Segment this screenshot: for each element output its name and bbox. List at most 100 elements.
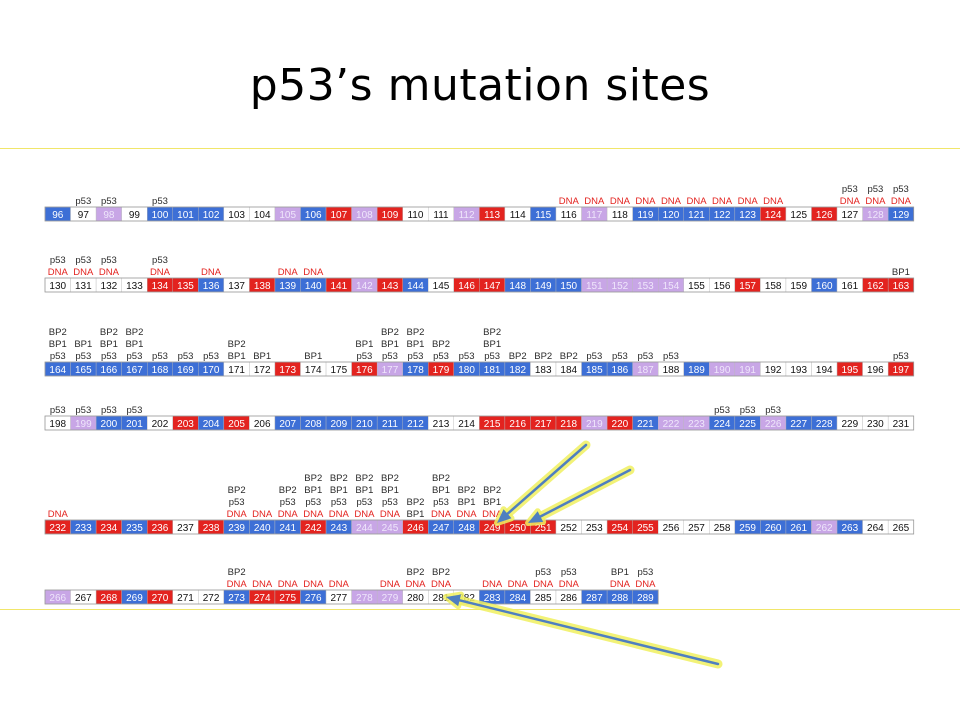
residue-number: 156 <box>714 281 731 292</box>
residue-number: 276 <box>305 593 322 604</box>
site-label: p53 <box>152 351 168 362</box>
residue-number: 262 <box>816 523 833 534</box>
site-label: DNA <box>738 196 759 207</box>
site-label: DNA <box>482 579 503 590</box>
residue-number: 135 <box>177 281 194 292</box>
residue-number: 225 <box>739 419 756 430</box>
site-label: BP2 <box>483 327 501 338</box>
residue-number: 263 <box>841 523 858 534</box>
residue-number: 125 <box>790 210 807 221</box>
site-label: DNA <box>227 579 248 590</box>
site-label: BP1 <box>228 351 246 362</box>
residue-number: 111 <box>433 210 449 221</box>
residue-number: 139 <box>279 281 296 292</box>
residue-number: 248 <box>458 523 475 534</box>
site-label: DNA <box>712 196 733 207</box>
residue-number: 119 <box>637 210 653 221</box>
residue-number: 237 <box>177 523 194 534</box>
residue-number: 161 <box>841 281 858 292</box>
site-label: DNA <box>763 196 784 207</box>
residue-number: 152 <box>612 281 629 292</box>
site-label: p53 <box>637 351 653 362</box>
residue-number: 143 <box>382 281 399 292</box>
residue-number: 128 <box>867 210 884 221</box>
residue-number: 222 <box>663 419 680 430</box>
residue-number: 99 <box>129 210 141 221</box>
residue-number: 134 <box>152 281 169 292</box>
site-label: p53 <box>484 351 500 362</box>
residue-number: 145 <box>433 281 450 292</box>
residue-number: 172 <box>254 365 271 376</box>
site-label: BP1 <box>304 485 322 496</box>
residue-number: 96 <box>52 210 64 221</box>
highlight-arrow <box>443 591 723 669</box>
site-label: BP2 <box>304 473 322 484</box>
residue-number: 287 <box>586 593 603 604</box>
site-label: p53 <box>433 351 449 362</box>
residue-number: 176 <box>356 365 373 376</box>
residue-number: 277 <box>330 593 347 604</box>
site-label: p53 <box>408 351 424 362</box>
site-label: BP1 <box>483 339 501 350</box>
site-label: DNA <box>278 579 299 590</box>
residue-number: 192 <box>765 365 782 376</box>
site-label: DNA <box>303 267 324 278</box>
residue-number: 223 <box>688 419 705 430</box>
site-label: BP1 <box>74 339 92 350</box>
site-label: p53 <box>561 567 577 578</box>
residue-number: 132 <box>101 281 118 292</box>
residue-number: 229 <box>841 419 858 430</box>
residue-number: 283 <box>484 593 501 604</box>
highlight-arrow <box>525 465 635 526</box>
residue-number: 206 <box>254 419 271 430</box>
residue-row-frame <box>44 589 659 605</box>
residue-number: 212 <box>407 419 424 430</box>
site-label: p53 <box>893 351 909 362</box>
residue-number: 190 <box>714 365 731 376</box>
residue-number: 281 <box>433 593 450 604</box>
site-label: BP1 <box>892 267 910 278</box>
site-label: BP1 <box>432 485 450 496</box>
site-label: DNA <box>482 509 503 520</box>
residue-number: 208 <box>305 419 322 430</box>
site-label: BP2 <box>228 339 246 350</box>
site-label: BP1 <box>381 339 399 350</box>
site-label: BP1 <box>611 567 629 578</box>
residue-number: 146 <box>458 281 475 292</box>
site-label: p53 <box>229 497 245 508</box>
residue-number: 227 <box>790 419 807 430</box>
residue-number: 141 <box>330 281 347 292</box>
site-label: BP2 <box>125 327 143 338</box>
residue-number: 181 <box>484 365 501 376</box>
residue-number: 177 <box>382 365 399 376</box>
slide-title: p53’s mutation sites <box>249 60 711 111</box>
site-label: BP2 <box>560 351 578 362</box>
residue-number: 200 <box>101 419 118 430</box>
site-label: BP1 <box>355 339 373 350</box>
site-label: DNA <box>329 509 350 520</box>
residue-number: 197 <box>893 365 910 376</box>
residue-number: 213 <box>433 419 450 430</box>
residue-number: 147 <box>484 281 501 292</box>
site-label: DNA <box>686 196 707 207</box>
residue-number: 110 <box>407 210 423 221</box>
site-label: BP1 <box>406 339 424 350</box>
residue-number: 230 <box>867 419 884 430</box>
residue-number: 121 <box>688 210 705 221</box>
residue-row: 164BP2BP1p53165BP1p53166BP2BP1p53167BP2B… <box>44 327 915 377</box>
residue-number: 209 <box>330 419 347 430</box>
site-label: p53 <box>459 351 475 362</box>
site-label: BP2 <box>432 567 450 578</box>
residue-number: 163 <box>893 281 910 292</box>
residue-number: 267 <box>75 593 92 604</box>
site-label: DNA <box>610 196 631 207</box>
site-label: BP1 <box>304 351 322 362</box>
residue-number: 117 <box>586 210 602 221</box>
residue-number: 256 <box>663 523 680 534</box>
residue-number: 201 <box>126 419 143 430</box>
residue-number: 218 <box>560 419 577 430</box>
residue-number: 245 <box>382 523 399 534</box>
site-label: p53 <box>75 255 91 266</box>
site-label: DNA <box>635 579 656 590</box>
residue-number: 259 <box>739 523 756 534</box>
